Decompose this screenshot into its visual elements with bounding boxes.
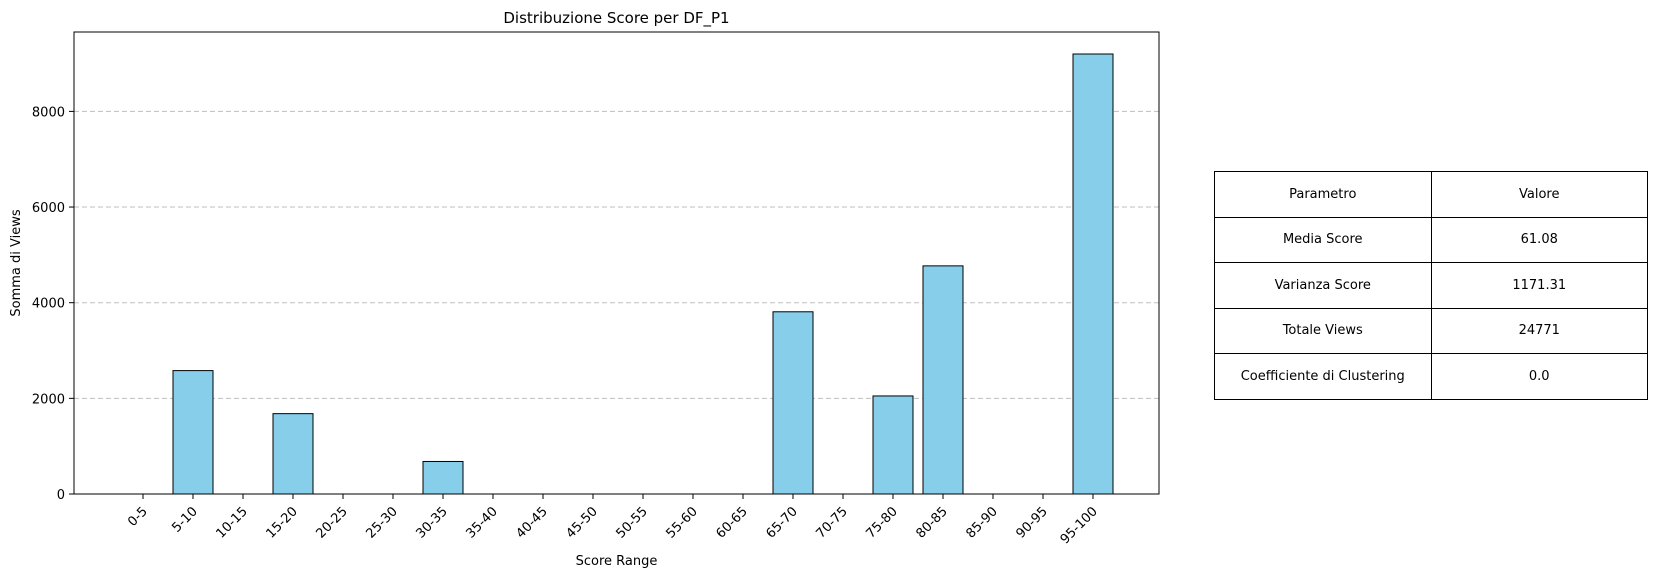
x-tick-label: 70-75	[814, 504, 851, 541]
table-cell-value: 1171.31	[1430, 262, 1648, 309]
table-cell-parameter: Coefficiente di Clustering	[1214, 353, 1432, 400]
bar-80-85	[922, 265, 964, 495]
x-tick-label: 55-60	[664, 504, 701, 541]
stats-table: Parametro Valore Media Score 61.08 Varia…	[1214, 171, 1648, 400]
table-row: Media Score 61.08	[1214, 216, 1648, 263]
x-tick-label: 95-100	[1058, 504, 1101, 547]
table-row: Varianza Score 1171.31	[1214, 262, 1648, 309]
y-tick-label: 0	[57, 488, 65, 503]
table-header-cell: Valore	[1430, 171, 1648, 218]
y-tick-label: 2000	[32, 392, 65, 407]
table-cell-value: 0.0	[1430, 353, 1648, 400]
bar-chart: 0 2000 4000 6000 8000 0-5 5-10 10-15 15-20 20-25 2…	[9, 9, 1160, 569]
bar-65-70	[772, 311, 814, 495]
y-tick-label: 8000	[32, 105, 65, 120]
bar-15-20	[272, 413, 314, 495]
x-tick-label: 80-85	[914, 504, 951, 541]
x-tick-label: 60-65	[714, 504, 751, 541]
y-tick-label: 4000	[32, 297, 65, 312]
y-tick-label: 6000	[32, 201, 65, 216]
chart-title: Distribuzione Score per DF_P1	[503, 9, 729, 28]
x-tick-label: 85-90	[964, 504, 1001, 541]
bars	[172, 53, 1114, 495]
x-tick-label: 75-80	[864, 504, 901, 541]
table-row: Totale Views 24771	[1214, 307, 1648, 354]
y-axis-label: Somma di Views	[9, 209, 24, 316]
x-tick-label: 30-35	[414, 504, 451, 541]
x-tick-label: 65-70	[764, 504, 801, 541]
bar-30-35	[422, 460, 464, 495]
gridlines	[74, 110, 1159, 399]
bar-75-80	[872, 395, 914, 495]
table-cell-value: 24771	[1430, 307, 1648, 354]
x-tick-label: 20-25	[314, 504, 351, 541]
table-header-row: Parametro Valore	[1214, 171, 1648, 218]
plot-frame	[73, 31, 1160, 495]
x-axis-label: Score Range	[576, 554, 658, 569]
x-tick-label: 45-50	[564, 504, 601, 541]
x-tick-label: 25-30	[364, 504, 401, 541]
bar-95-100	[1072, 53, 1114, 495]
table-cell-parameter: Varianza Score	[1214, 262, 1432, 309]
x-tick-label: 5-10	[169, 504, 200, 535]
table-cell-parameter: Totale Views	[1214, 307, 1432, 354]
x-tick-label: 40-45	[514, 504, 551, 541]
x-tick-label: 0-5	[125, 504, 151, 530]
table-row: Coefficiente di Clustering 0.0	[1214, 353, 1648, 400]
x-tick-label: 10-15	[214, 504, 251, 541]
table-cell-parameter: Media Score	[1214, 216, 1432, 263]
table-cell-value: 61.08	[1430, 216, 1648, 263]
table-header-cell: Parametro	[1214, 171, 1432, 218]
bar-5-10	[172, 370, 214, 495]
x-tick-label: 50-55	[614, 504, 651, 541]
x-tick-label: 90-95	[1014, 504, 1051, 541]
x-tick-label: 15-20	[264, 504, 301, 541]
x-tick-label: 35-40	[464, 504, 501, 541]
